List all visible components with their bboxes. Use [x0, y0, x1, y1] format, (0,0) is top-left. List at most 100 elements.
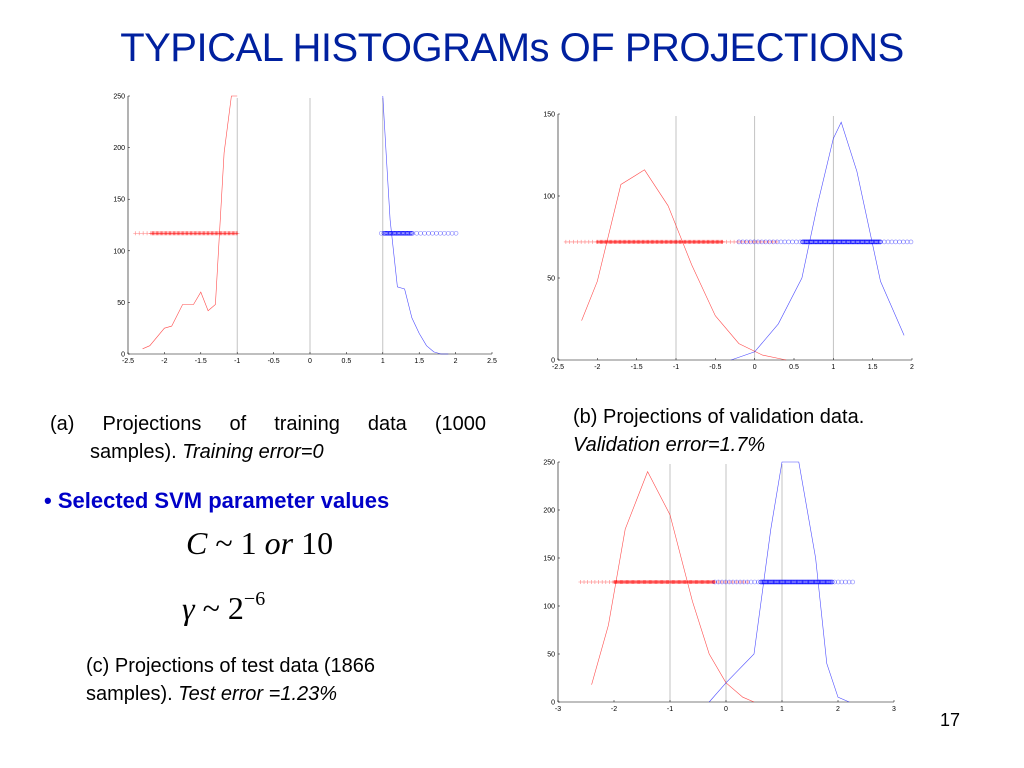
circle-marker	[760, 579, 766, 585]
plus-marker	[712, 580, 717, 584]
circle-marker	[889, 239, 895, 245]
circle-marker	[782, 579, 788, 585]
circle-marker	[814, 579, 819, 585]
formula-gamma-parameter: γ ~ 2−6	[182, 588, 265, 627]
plus-marker	[582, 580, 587, 584]
circle-marker	[786, 239, 791, 245]
plus-marker	[774, 239, 779, 244]
circle-marker	[768, 579, 773, 585]
circle-marker	[788, 579, 794, 585]
circle-marker	[730, 579, 736, 585]
histogram-line-negative-class	[591, 470, 755, 703]
formula-c-symbol: C	[186, 525, 208, 561]
plus-marker	[582, 239, 587, 244]
caption-validation: (b) Projections of validation data. Vali…	[573, 403, 993, 459]
plus-marker	[770, 239, 775, 244]
plus-marker	[758, 239, 763, 244]
x-tick-label: -2	[611, 706, 617, 713]
plus-marker	[755, 239, 760, 244]
circle-marker	[808, 579, 813, 585]
x-tick-label: -1.5	[631, 364, 643, 371]
y-tick-label: 0	[121, 352, 125, 359]
circle-marker	[818, 579, 824, 585]
circle-marker	[797, 579, 802, 585]
circle-marker	[794, 579, 800, 585]
circle-marker	[810, 579, 816, 585]
circle-marker	[824, 579, 830, 585]
circle-marker	[770, 579, 776, 585]
circle-marker	[434, 230, 439, 236]
circle-marker	[876, 239, 882, 245]
circle-marker	[766, 579, 772, 585]
plus-marker	[137, 231, 142, 236]
x-tick-label: 2.5	[487, 358, 497, 365]
circle-marker	[769, 579, 774, 585]
formula-gamma-approx: ~ 2	[194, 590, 244, 626]
circle-marker	[752, 579, 758, 585]
plus-marker	[724, 239, 729, 244]
x-tick-label: 0	[753, 364, 757, 371]
circle-marker	[897, 239, 902, 245]
plus-marker	[575, 239, 580, 244]
circle-marker	[881, 239, 887, 245]
circle-marker	[835, 579, 841, 585]
histogram-line-negative-class	[142, 95, 238, 350]
circle-marker	[811, 579, 817, 585]
circle-marker	[885, 239, 891, 245]
circle-marker	[418, 230, 423, 236]
plus-marker	[145, 231, 150, 236]
circle-marker	[893, 239, 898, 245]
circle-marker	[727, 579, 732, 585]
circle-marker	[806, 579, 812, 585]
histogram-training-chart: -2.5 -2 -1.5 -1 -0.5 0 0.5 1 1.5 2 2.5 0 50 100 150 200…	[113, 94, 497, 366]
circle-marker	[775, 579, 780, 585]
circle-marker	[426, 230, 431, 236]
x-tick-label: -3	[555, 706, 561, 713]
circle-marker	[765, 579, 771, 585]
plus-marker	[578, 580, 583, 584]
circle-marker	[712, 579, 718, 585]
circle-marker	[779, 579, 784, 585]
circle-marker	[782, 239, 788, 245]
formula-c-or: or	[264, 525, 294, 561]
projection-points-positive-class	[379, 230, 459, 236]
circle-marker	[414, 230, 420, 236]
y-tick-label: 200	[543, 508, 555, 515]
circle-marker	[787, 579, 793, 585]
x-tick-label: 1.5	[414, 358, 424, 365]
x-tick-label: 0	[724, 706, 728, 713]
formula-gamma-exponent: −6	[243, 588, 266, 610]
plus-marker	[590, 239, 595, 244]
plus-marker	[743, 239, 748, 244]
slide-title: TYPICAL HISTOGRAMs OF PROJECTIONS	[120, 26, 904, 70]
projection-points-positive-class	[712, 579, 855, 585]
plus-marker	[133, 231, 138, 236]
x-tick-label: 2	[836, 706, 840, 713]
x-tick-label: 0.5	[789, 364, 799, 371]
histogram-validation-chart: -2.5 -2 -1.5 -1 -0.5 0 0.5 1 1.5 2 0 50 100 150	[543, 112, 914, 372]
plus-marker	[603, 580, 608, 584]
y-tick-label: 100	[543, 194, 555, 201]
plus-marker	[762, 239, 767, 244]
x-tick-label: -1	[667, 706, 673, 713]
circle-marker	[908, 239, 914, 245]
circle-marker	[422, 230, 427, 236]
circle-marker	[453, 230, 459, 236]
circle-marker	[441, 230, 447, 236]
formula-gamma-symbol: γ	[182, 590, 195, 626]
plus-marker	[571, 239, 576, 244]
circle-marker	[783, 579, 789, 585]
circle-marker	[771, 579, 777, 585]
caption-test-error: Test error =1.23%	[178, 683, 338, 705]
circle-marker	[820, 579, 825, 585]
circle-marker	[800, 579, 806, 585]
caption-training-line2: samples). Training error=0	[50, 438, 486, 466]
circle-marker	[793, 239, 799, 245]
circle-marker	[809, 579, 814, 585]
circle-marker	[762, 579, 767, 585]
circle-marker	[850, 579, 855, 585]
caption-test-line1: (c) Projections of test data (1866	[86, 655, 376, 677]
circle-marker	[407, 230, 413, 236]
circle-marker	[785, 579, 790, 585]
y-tick-label: 50	[117, 300, 125, 307]
